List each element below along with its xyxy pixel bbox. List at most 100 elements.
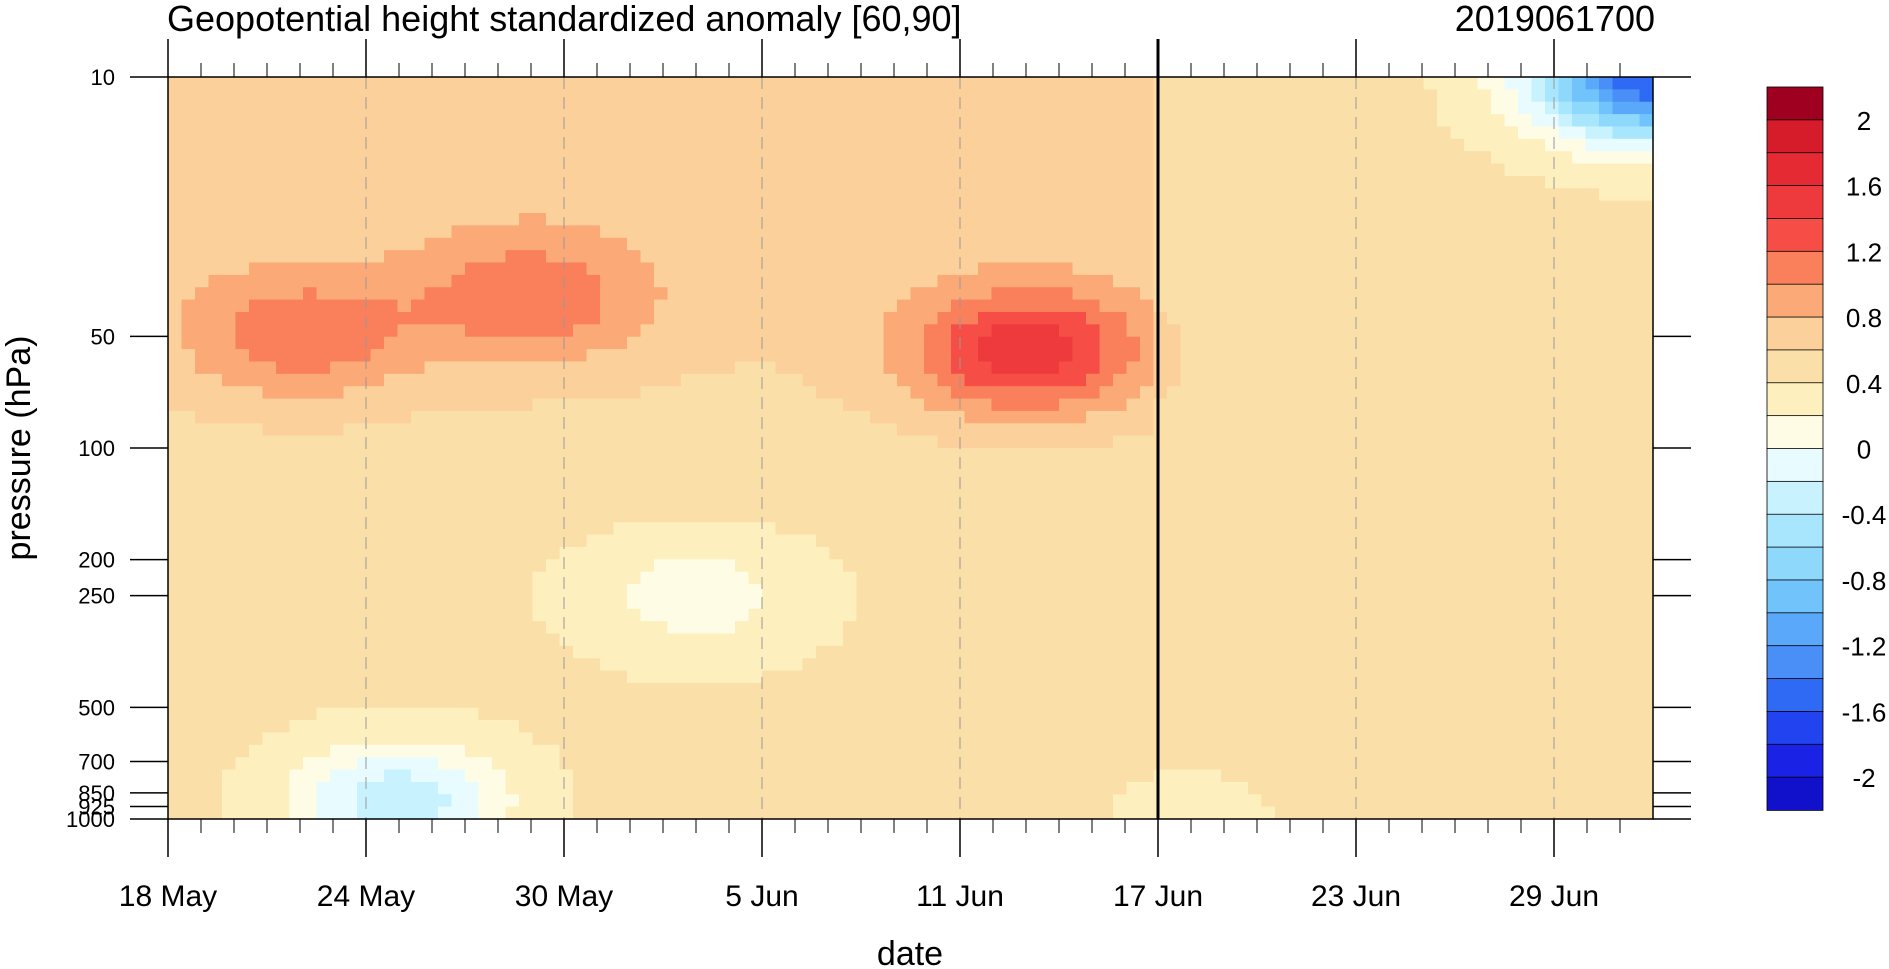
contour-cell [438, 311, 453, 325]
contour-cell [937, 658, 952, 672]
contour-cell [276, 645, 291, 659]
contour-cell [1086, 769, 1101, 783]
contour-cell [208, 670, 223, 684]
contour-cell [613, 237, 628, 251]
contour-cell [465, 324, 480, 338]
contour-cell [964, 744, 979, 758]
contour-cell [492, 621, 507, 635]
contour-cell [937, 546, 952, 560]
contour-cell [1032, 126, 1047, 140]
contour-cell [195, 757, 210, 771]
contour-cell [600, 546, 615, 560]
contour-cell [1248, 732, 1263, 746]
contour-cell [1221, 163, 1236, 177]
contour-cell [654, 138, 669, 152]
contour-cell [384, 509, 399, 523]
contour-cell [951, 101, 966, 115]
contour-cell [802, 361, 817, 375]
contour-cell [694, 287, 709, 301]
contour-cell [843, 274, 858, 288]
contour-cell [451, 89, 466, 103]
contour-cell [546, 720, 561, 734]
contour-cell [870, 522, 885, 536]
contour-cell [1005, 781, 1020, 795]
contour-cell [1261, 163, 1276, 177]
contour-cell [1005, 262, 1020, 276]
contour-cell [1032, 237, 1047, 251]
contour-cell [343, 311, 358, 325]
contour-cell [883, 361, 898, 375]
contour-cell [208, 571, 223, 585]
contour-cell [1126, 509, 1141, 523]
contour-cell [1126, 744, 1141, 758]
contour-cell [856, 596, 871, 610]
contour-cell [438, 645, 453, 659]
contour-cell [627, 806, 642, 819]
contour-cell [613, 175, 628, 189]
contour-cell [181, 621, 196, 635]
contour-cell [384, 460, 399, 474]
contour-cell [1180, 311, 1195, 325]
contour-cell [1153, 621, 1168, 635]
contour-cell [1072, 299, 1087, 313]
contour-cell [1113, 757, 1128, 771]
contour-cell [1167, 707, 1182, 721]
contour-cell [478, 695, 493, 709]
contour-cell [802, 151, 817, 165]
contour-cell [1248, 757, 1263, 771]
contour-cell [1221, 744, 1236, 758]
contour-cell [910, 163, 925, 177]
contour-cell [816, 200, 831, 214]
contour-cell [816, 151, 831, 165]
contour-cell [856, 311, 871, 325]
contour-cell [748, 126, 763, 140]
contour-cell [883, 584, 898, 597]
contour-cell [195, 720, 210, 734]
contour-cell [411, 138, 426, 152]
contour-cell [424, 237, 439, 251]
contour-cell [559, 163, 574, 177]
contour-cell [627, 188, 642, 202]
contour-cell [694, 695, 709, 709]
contour-cell [249, 386, 264, 400]
contour-cell [195, 645, 210, 659]
contour-cell [802, 324, 817, 338]
contour-cell [1140, 311, 1155, 325]
contour-cell [195, 769, 210, 783]
contour-cell [1207, 559, 1222, 573]
contour-cell [465, 720, 480, 734]
contour-cell [289, 781, 304, 795]
contour-cell [532, 658, 547, 672]
contour-cell [505, 361, 520, 375]
contour-cell [1018, 213, 1033, 226]
contour-cell [735, 349, 750, 363]
contour-cell [735, 621, 750, 635]
contour-cell [910, 151, 925, 165]
contour-cell [654, 559, 669, 573]
contour-cell [1207, 423, 1222, 437]
contour-cell [789, 633, 804, 647]
contour-cell [600, 720, 615, 734]
contour-cell [276, 497, 291, 511]
contour-cell [1018, 596, 1033, 610]
contour-cell [276, 101, 291, 115]
contour-cell [492, 101, 507, 115]
contour-cell [883, 398, 898, 412]
contour-cell [343, 757, 358, 771]
contour-cell [883, 460, 898, 474]
contour-cell [316, 670, 331, 684]
contour-cell [937, 707, 952, 721]
contour-cell [249, 213, 264, 226]
contour-cell [1086, 126, 1101, 140]
contour-cell [843, 448, 858, 461]
contour-cell [816, 213, 831, 226]
contour-cell [775, 559, 790, 573]
contour-cell [249, 200, 264, 214]
contour-cell [1059, 472, 1074, 486]
contour-cell [411, 608, 426, 622]
contour-cell [505, 720, 520, 734]
contour-cell [1045, 188, 1060, 202]
contour-cell [1234, 373, 1249, 387]
contour-cell [424, 101, 439, 115]
contour-cell [195, 188, 210, 202]
